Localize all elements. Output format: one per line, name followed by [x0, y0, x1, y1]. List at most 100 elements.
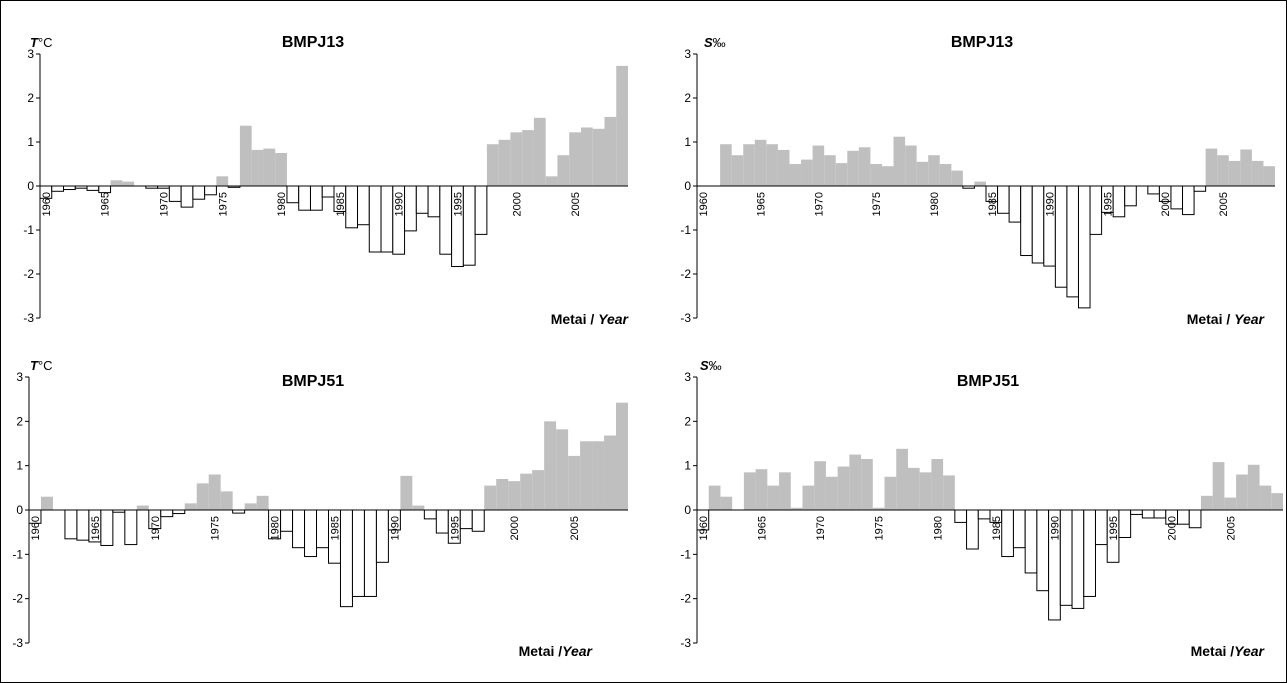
- bar-2006: [1228, 160, 1241, 186]
- bar-1975: [872, 507, 885, 510]
- bar-2001: [520, 473, 533, 510]
- bar-1978: [907, 467, 920, 510]
- bar-1997: [471, 509, 485, 532]
- bar-1972: [837, 466, 850, 510]
- bar-2007: [592, 441, 605, 510]
- bar-1992: [412, 505, 425, 510]
- bar-1997: [1130, 509, 1143, 515]
- chart-panel-1: 3 2 1 0 -1 -2 -3 1960 1965 1970 1975 1980 1985 1990 19…: [23, 34, 629, 327]
- chart-panel-3: 3 2 1 0 -1 -2 -3 1960 1965 1970 1975 1980 1985 1990 19…: [12, 358, 628, 659]
- bar-1996: [1112, 185, 1126, 218]
- bar-1996: [462, 185, 476, 266]
- bar-1994: [1094, 509, 1108, 546]
- bar-1992: [415, 185, 429, 214]
- bar-1981: [286, 185, 300, 204]
- chart-panel-2: 3 2 1 0 -1 -2 -3 1960 1965 1970 1975 1980 1985 1990 19…: [680, 34, 1275, 327]
- bar-1972: [172, 509, 186, 515]
- y-tick-label: -2: [23, 267, 34, 281]
- y-tick-label: 2: [27, 91, 34, 105]
- bar-1975: [208, 474, 221, 510]
- bar-1984: [977, 509, 991, 520]
- x-tick-label: 1975: [217, 192, 229, 216]
- x-tick-label: 1990: [1045, 192, 1057, 216]
- bar-1999: [498, 139, 511, 186]
- y-tick-label: 3: [27, 47, 34, 61]
- x-tick-label: 1980: [932, 516, 944, 540]
- chart-title: BMPJ51: [957, 373, 1019, 390]
- bar-1980: [931, 459, 944, 510]
- bar-1961: [708, 485, 721, 510]
- y-tick-label: -3: [680, 311, 691, 325]
- x-tick-label: 1970: [150, 516, 162, 540]
- bar-1982: [298, 185, 311, 211]
- bar-1999: [1147, 185, 1160, 195]
- x-tick-label: 1960: [30, 516, 42, 540]
- x-axis-label: Metai /Year: [519, 643, 594, 659]
- x-tick-label: 1990: [389, 516, 401, 540]
- x-tick-label: 2000: [1160, 192, 1172, 216]
- y-tick-label: -1: [23, 223, 34, 237]
- x-tick-label: 2005: [570, 192, 582, 216]
- bar-1982: [951, 170, 963, 186]
- bar-2002: [1182, 185, 1195, 216]
- x-tick-label: 1980: [270, 516, 282, 540]
- bar-1973: [847, 150, 859, 186]
- bar-1998: [486, 144, 499, 186]
- y-tick-label: 2: [16, 414, 23, 428]
- bar-1979: [263, 148, 276, 186]
- bar-2003: [1193, 185, 1207, 192]
- bar-2008: [1251, 160, 1264, 186]
- bar-2004: [1205, 148, 1218, 186]
- bar-1987: [1008, 185, 1022, 223]
- bar-1968: [789, 164, 802, 186]
- bar-2004: [1212, 462, 1225, 510]
- bar-1963: [64, 509, 78, 540]
- bar-1989: [1031, 185, 1045, 264]
- bar-1997: [474, 185, 488, 235]
- bar-2000: [508, 481, 521, 510]
- chart-panel-4: 3 2 1 0 -1 -2 -3 1960 1965 1970 1975 1980 1985 1990 19…: [680, 358, 1283, 659]
- bar-1972: [180, 185, 194, 208]
- bar-2000: [510, 132, 523, 186]
- y-axis-label: T°C: [30, 35, 53, 50]
- chart-title: BMPJ13: [282, 34, 344, 51]
- bar-2006: [580, 441, 593, 510]
- bar-1991: [400, 475, 413, 510]
- y-tick-label: 1: [16, 459, 23, 473]
- bar-1987: [357, 185, 370, 226]
- bar-1996: [459, 509, 473, 530]
- bar-1984: [316, 509, 329, 549]
- bar-1964: [743, 144, 755, 186]
- x-tick-label: 1970: [158, 192, 170, 216]
- bar-1993: [423, 509, 437, 520]
- bar-1997: [1124, 185, 1137, 207]
- bar-1993: [1077, 185, 1091, 309]
- bar-1987: [351, 509, 365, 597]
- x-tick-label: 1985: [329, 516, 341, 540]
- bar-1977: [239, 125, 252, 186]
- bar-1994: [439, 185, 453, 255]
- bar-1976: [220, 491, 233, 510]
- y-tick-label: 0: [27, 179, 34, 193]
- y-tick-label: 3: [16, 370, 23, 384]
- bar-1974: [858, 147, 871, 186]
- bar-1981: [943, 475, 955, 510]
- bar-1969: [802, 485, 815, 510]
- y-tick-label: 0: [684, 503, 691, 517]
- bar-1971: [824, 155, 836, 186]
- bar-1967: [779, 472, 791, 510]
- bar-1989: [1036, 509, 1050, 592]
- x-tick-label: 2000: [1167, 516, 1179, 540]
- bar-1988: [363, 509, 377, 597]
- bar-1979: [916, 161, 929, 186]
- bar-1996: [1118, 509, 1132, 538]
- bar-1986: [339, 509, 353, 608]
- x-tick-label: 2005: [1218, 192, 1230, 216]
- x-tick-label: 1995: [449, 516, 461, 540]
- bar-1975: [216, 176, 229, 186]
- bar-1983: [966, 509, 979, 550]
- y-tick-label: 2: [684, 91, 691, 105]
- bar-2002: [1188, 509, 1202, 529]
- bar-1984: [321, 185, 335, 198]
- x-tick-label: 1960: [41, 192, 53, 216]
